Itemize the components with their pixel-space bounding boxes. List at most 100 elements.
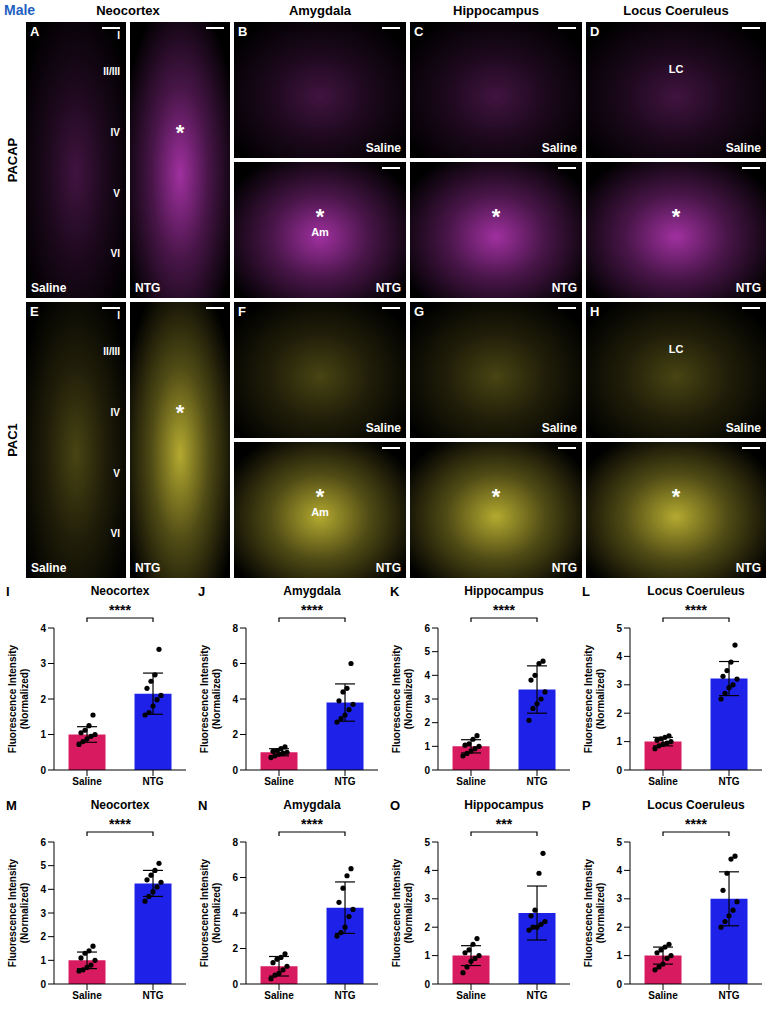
svg-text:1: 1: [616, 950, 622, 961]
svg-text:2: 2: [232, 729, 238, 740]
svg-text:****: ****: [301, 602, 323, 618]
svg-text:6: 6: [424, 624, 430, 634]
svg-text:0: 0: [232, 765, 238, 776]
html-text:PAC1: PAC1: [5, 423, 20, 457]
svg-text:2: 2: [616, 922, 622, 933]
html-text:NTG: NTG: [135, 281, 161, 295]
svg-text:Fluorescence Intensity: Fluorescence Intensity: [7, 858, 18, 967]
svg-text:1: 1: [616, 736, 622, 747]
html-text:PACAP: PACAP: [5, 137, 20, 183]
svg-text:NTG: NTG: [334, 776, 355, 787]
svg-text:3: 3: [616, 679, 622, 690]
svg-text:(Normalized): (Normalized): [403, 669, 414, 730]
svg-text:3: 3: [424, 694, 430, 705]
html-text:Saline: Saline: [541, 141, 577, 155]
svg-text:3: 3: [40, 908, 46, 919]
svg-text:NTG: NTG: [526, 990, 547, 1001]
svg-text:NTG: NTG: [718, 776, 739, 787]
svg-text:4: 4: [424, 865, 430, 876]
svg-text:0: 0: [40, 979, 46, 990]
svg-text:(Normalized): (Normalized): [403, 883, 414, 944]
html-text:NTG: NTG: [375, 281, 401, 295]
svg-text:(Normalized): (Normalized): [211, 669, 222, 730]
svg-text:0: 0: [616, 979, 622, 990]
svg-text:Fluorescence Intensity: Fluorescence Intensity: [583, 644, 594, 753]
svg-text:4: 4: [232, 694, 238, 705]
svg-text:2: 2: [40, 931, 46, 942]
svg-text:Saline: Saline: [648, 776, 678, 787]
svg-text:Fluorescence Intensity: Fluorescence Intensity: [391, 858, 402, 967]
svg-text:8: 8: [232, 838, 238, 848]
svg-text:4: 4: [424, 670, 430, 681]
html-text:Hippocampus: Hippocampus: [453, 3, 539, 18]
svg-text:(Normalized): (Normalized): [19, 669, 30, 730]
svg-text:5: 5: [616, 624, 622, 634]
svg-text:NTG: NTG: [526, 776, 547, 787]
svg-text:2: 2: [40, 694, 46, 705]
html-text:Saline: Saline: [31, 281, 67, 295]
svg-text:1: 1: [40, 729, 46, 740]
svg-text:8: 8: [232, 624, 238, 634]
html-text:Saline: Saline: [365, 141, 401, 155]
svg-text:2: 2: [616, 708, 622, 719]
html-text:NTG: NTG: [551, 281, 577, 295]
svg-text:****: ****: [109, 816, 131, 832]
svg-text:****: ****: [685, 602, 707, 618]
svg-text:Saline: Saline: [456, 776, 486, 787]
html-text:Neocortex: Neocortex: [96, 3, 160, 18]
svg-text:Fluorescence Intensity: Fluorescence Intensity: [583, 858, 594, 967]
svg-text:1: 1: [424, 741, 430, 752]
svg-text:Saline: Saline: [456, 990, 486, 1001]
svg-text:Fluorescence Intensity: Fluorescence Intensity: [7, 644, 18, 753]
svg-text:2: 2: [424, 717, 430, 728]
svg-text:Saline: Saline: [264, 776, 294, 787]
svg-text:3: 3: [424, 893, 430, 904]
svg-text:(Normalized): (Normalized): [19, 883, 30, 944]
svg-text:Saline: Saline: [72, 776, 102, 787]
svg-text:4: 4: [40, 624, 46, 634]
svg-text:0: 0: [616, 765, 622, 776]
html-text:Locus Coeruleus: Locus Coeruleus: [623, 3, 729, 18]
svg-text:4: 4: [616, 865, 622, 876]
svg-text:4: 4: [616, 651, 622, 662]
svg-text:NTG: NTG: [142, 990, 163, 1001]
svg-text:NTG: NTG: [142, 776, 163, 787]
svg-text:6: 6: [232, 872, 238, 883]
svg-text:****: ****: [493, 602, 515, 618]
svg-text:0: 0: [424, 765, 430, 776]
svg-text:0: 0: [232, 979, 238, 990]
svg-text:****: ****: [109, 602, 131, 618]
svg-text:***: ***: [496, 816, 513, 832]
svg-text:Fluorescence Intensity: Fluorescence Intensity: [391, 644, 402, 753]
svg-text:(Normalized): (Normalized): [595, 883, 606, 944]
svg-text:2: 2: [232, 943, 238, 954]
svg-text:(Normalized): (Normalized): [595, 669, 606, 730]
svg-text:Saline: Saline: [72, 990, 102, 1001]
svg-text:3: 3: [616, 893, 622, 904]
svg-text:3: 3: [40, 658, 46, 669]
svg-text:6: 6: [232, 658, 238, 669]
html-text:Amygdala: Amygdala: [288, 3, 352, 18]
svg-text:6: 6: [40, 838, 46, 848]
svg-text:4: 4: [232, 908, 238, 919]
html-text:Male: Male: [4, 2, 36, 18]
svg-text:****: ****: [301, 816, 323, 832]
svg-text:1: 1: [424, 950, 430, 961]
svg-text:Saline: Saline: [648, 990, 678, 1001]
svg-text:5: 5: [424, 838, 430, 848]
svg-text:5: 5: [424, 646, 430, 657]
svg-text:0: 0: [40, 765, 46, 776]
svg-text:****: ****: [685, 816, 707, 832]
svg-text:NTG: NTG: [334, 990, 355, 1001]
svg-text:5: 5: [616, 838, 622, 848]
svg-text:4: 4: [40, 884, 46, 895]
svg-text:0: 0: [424, 979, 430, 990]
svg-text:2: 2: [424, 922, 430, 933]
svg-text:5: 5: [40, 860, 46, 871]
svg-text:Saline: Saline: [264, 990, 294, 1001]
svg-text:1: 1: [40, 955, 46, 966]
svg-text:(Normalized): (Normalized): [211, 883, 222, 944]
svg-text:Fluorescence Intensity: Fluorescence Intensity: [199, 644, 210, 753]
svg-text:Fluorescence Intensity: Fluorescence Intensity: [199, 858, 210, 967]
svg-text:NTG: NTG: [718, 990, 739, 1001]
